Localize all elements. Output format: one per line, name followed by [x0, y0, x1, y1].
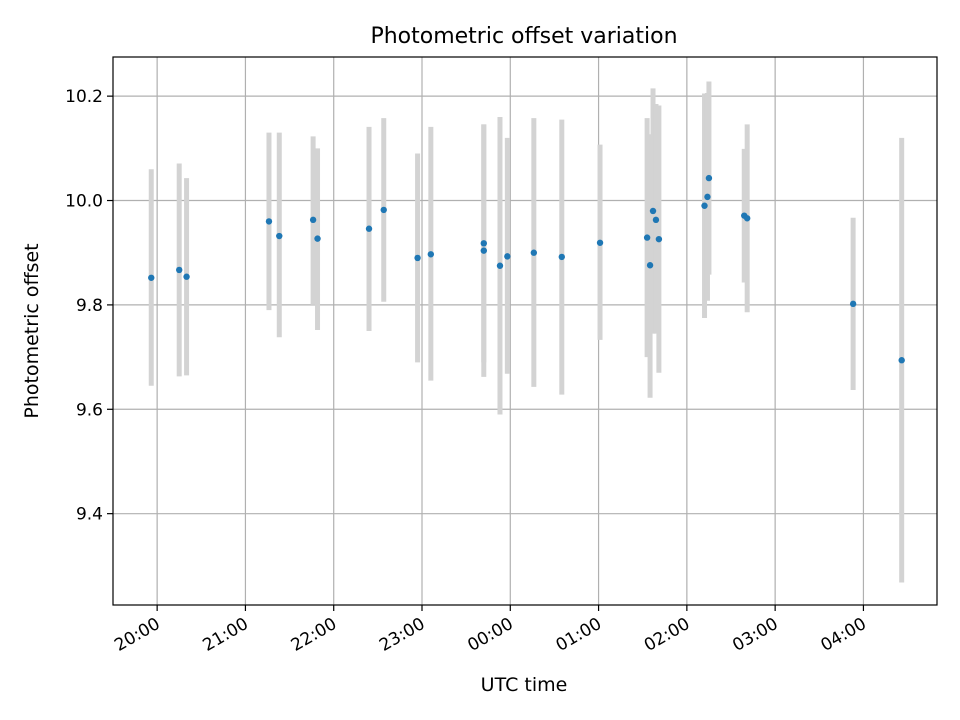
x-tick-label: 01:00 [553, 614, 605, 656]
data-point [655, 235, 663, 243]
data-point [701, 202, 708, 209]
data-point [743, 215, 751, 222]
data-point [649, 207, 657, 215]
data-point [898, 357, 905, 364]
chart-title: Photometric offset variation [370, 24, 677, 49]
x-tick-label: 21:00 [199, 614, 251, 656]
y-tick-label: 9.8 [76, 296, 103, 316]
x-axis-ticks: 20:00 21:00 22:00 23:00 00:00 01:00 02:00 03:00… [111, 605, 870, 656]
data-point [558, 253, 565, 261]
x-tick-label: 20:00 [111, 614, 163, 656]
data-point [183, 273, 190, 280]
x-tick-label: 03:00 [729, 614, 781, 656]
data-point [265, 218, 273, 225]
y-tick-label: 9.6 [76, 400, 103, 420]
data-point [496, 262, 504, 269]
data-point [646, 262, 654, 269]
plot-frame [112, 56, 938, 606]
data-point [148, 274, 155, 281]
x-tick-label: 23:00 [376, 614, 428, 656]
data-point [380, 206, 387, 214]
x-tick-label: 22:00 [288, 614, 340, 656]
y-tick-label: 10.0 [65, 192, 103, 212]
error-bars [148, 81, 905, 583]
data-point [480, 240, 487, 247]
data-point [480, 247, 487, 254]
data-point [414, 254, 421, 262]
data-point [643, 234, 651, 241]
data-point [849, 300, 857, 308]
data-point [704, 193, 711, 201]
data-point [652, 216, 660, 224]
data-point [276, 232, 283, 240]
data-point [596, 239, 604, 246]
data-point [705, 174, 713, 182]
y-axis-label: Photometric offset [21, 243, 43, 418]
x-tick-label: 02:00 [641, 614, 693, 656]
x-axis-label: UTC time [481, 674, 568, 696]
data-point [504, 253, 511, 260]
x-tick-label: 04:00 [817, 614, 869, 656]
data-point [176, 266, 183, 274]
data-point [309, 216, 317, 224]
y-tick-label: 9.4 [76, 505, 103, 525]
x-tick-label: 00:00 [464, 614, 516, 656]
y-tick-label: 10.2 [65, 87, 103, 107]
data-point [530, 249, 538, 256]
data-points [148, 174, 905, 364]
grid [113, 57, 937, 605]
y-axis-ticks: 9.4 9.6 9.8 10.0 10.2 [65, 87, 113, 525]
data-point [365, 225, 373, 232]
data-point [427, 251, 435, 258]
data-point [314, 235, 321, 242]
